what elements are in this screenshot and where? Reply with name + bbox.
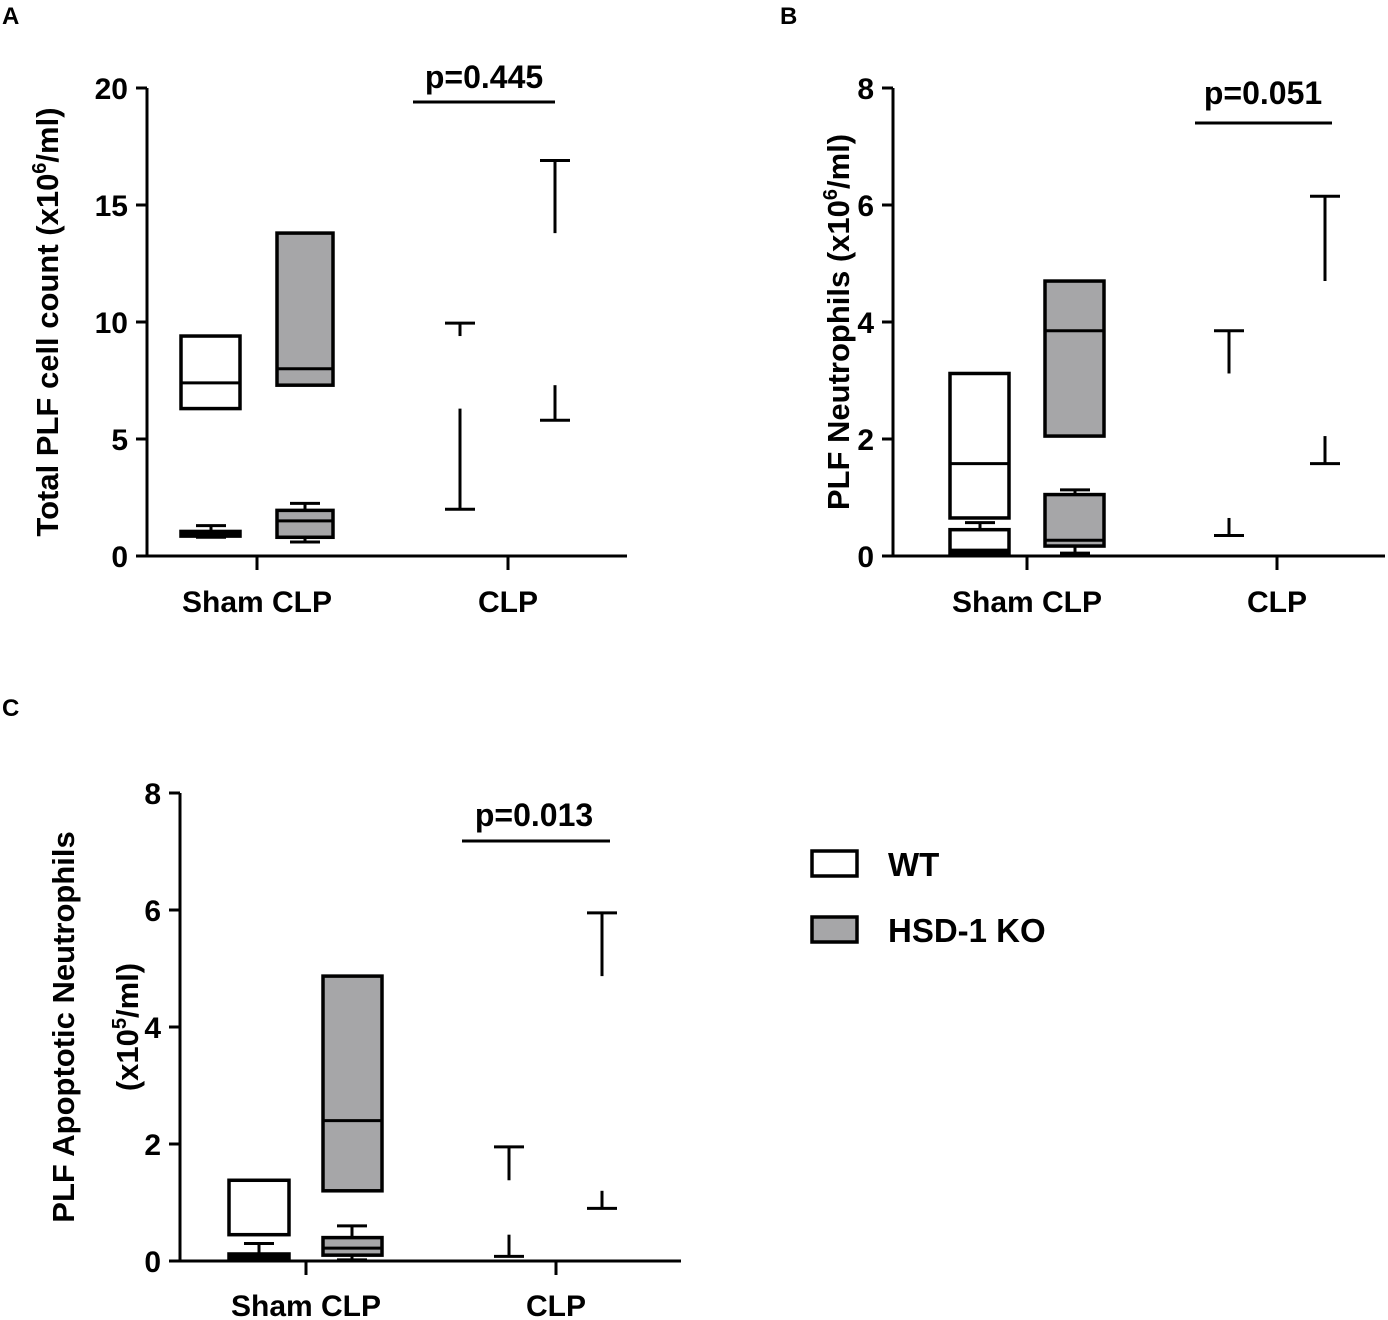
panel-c-box-wt-sham (227, 1241, 291, 1262)
legend-swatch-wt (810, 849, 859, 878)
panel-a-y-axis-label: Total PLF cell count (x106/ml) (29, 107, 65, 536)
panel-c-y-tick-label: 6 (144, 895, 161, 928)
panel-a-box-wt-sham (179, 524, 242, 539)
panel-c-y-tick-label: 2 (144, 1129, 161, 1162)
panel-c: C 0 2 4 6 8 PLF Apoptotic Neutrophils (x105/… (2, 695, 681, 1320)
panel-b-y-tick-label: 8 (857, 73, 874, 106)
panel-c-y-tick-label: 4 (144, 1012, 161, 1045)
panel-a-category-sham: Sham CLP (182, 586, 332, 619)
iqr-box (227, 1178, 291, 1237)
iqr-box (275, 508, 335, 540)
panel-a-plot: 0 5 10 15 20 (95, 73, 627, 574)
panel-b-category-clp: CLP (1247, 586, 1307, 619)
panel-b-box-hsd1-ko-sham (1043, 488, 1106, 555)
iqr-box (1043, 492, 1106, 548)
panel-c-letter: C (2, 695, 19, 722)
panel-a: A 0 5 10 15 20 Total PLF cell count (x106/ml… (2, 3, 627, 619)
legend-label-wt: WT (888, 846, 939, 883)
panel-b-p-value: p=0.051 (1204, 75, 1322, 111)
panel-a-y-tick-label: 20 (95, 73, 128, 106)
panel-a-box-hsd1-ko-clp (275, 159, 570, 422)
panel-b-y-tick-label: 6 (857, 190, 874, 223)
panel-c-p-value: p=0.013 (475, 797, 593, 833)
panel-b-plot: 0 2 4 6 8 (857, 73, 1385, 574)
panel-b-letter: B (780, 3, 797, 30)
panel-c-y-axis-label-line1: PLF Apoptotic Neutrophils (46, 831, 81, 1222)
iqr-box (948, 527, 1011, 555)
panel-a-y-tick-label: 10 (95, 307, 128, 340)
panel-b-y-tick-label: 4 (857, 307, 874, 340)
iqr-box (1043, 279, 1106, 438)
panel-b-category-sham: Sham CLP (952, 586, 1102, 619)
panel-b-y-tick-label: 2 (857, 424, 874, 457)
panel-a-box-hsd1-ko-sham (275, 501, 335, 544)
panel-c-box-hsd1-ko-sham (321, 1224, 384, 1262)
panel-a-category-clp: CLP (478, 586, 538, 619)
legend-swatch-hsd1-ko (810, 915, 859, 944)
iqr-box (948, 371, 1011, 520)
panel-c-box-hsd1-ko-clp (321, 911, 617, 1210)
panel-c-y-axis-label-line2: (x105/ml) (109, 963, 145, 1091)
legend: WT HSD-1 KO (810, 846, 1046, 949)
panel-a-box-wt-clp (179, 321, 475, 511)
iqr-box (321, 1235, 384, 1257)
panel-b-box-wt-clp (948, 329, 1244, 538)
panel-c-category-clp: CLP (526, 1290, 586, 1320)
panel-b-y-tick-label: 0 (857, 541, 874, 574)
panel-c-plot: 0 2 4 6 8 (144, 778, 681, 1279)
panel-c-y-tick-label: 0 (144, 1246, 161, 1279)
panel-b-box-wt-sham (948, 521, 1011, 557)
iqr-box (179, 334, 242, 411)
panel-a-y-tick-label: 5 (111, 424, 128, 457)
panel-c-category-sham: Sham CLP (231, 1290, 381, 1320)
legend-label-hsd1-ko: HSD-1 KO (888, 912, 1046, 949)
panel-a-p-value: p=0.445 (425, 59, 543, 95)
panel-a-y-tick-label: 15 (95, 190, 128, 223)
iqr-box (321, 974, 384, 1193)
panel-a-letter: A (2, 3, 19, 30)
panel-b-y-axis-label: PLF Neutrophils (x106/ml) (820, 134, 856, 510)
panel-c-box-wt-clp (227, 1145, 524, 1258)
panel-a-y-tick-label: 0 (111, 541, 128, 574)
iqr-box (275, 231, 335, 387)
panel-b-box-hsd1-ko-clp (1043, 194, 1340, 466)
panel-b: B 0 2 4 6 8 PLF Neutrophils (x106/ml) p=0.05… (780, 3, 1385, 619)
panel-c-y-tick-label: 8 (144, 778, 161, 811)
